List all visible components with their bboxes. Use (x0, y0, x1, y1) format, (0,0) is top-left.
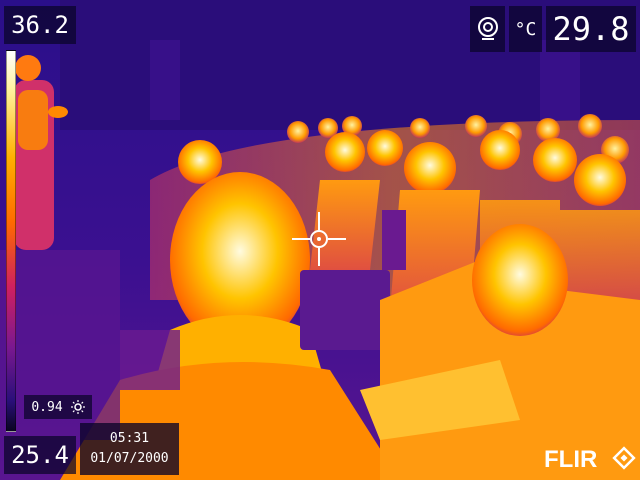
flir-logo-text: FLIR (544, 446, 597, 473)
temperature-unit: °C (509, 6, 542, 52)
flir-mark-icon (612, 446, 636, 470)
time-text: 05:31 (109, 431, 150, 446)
spot-meter-crosshair-icon (292, 212, 346, 266)
min-temp-readout: 25.4 (4, 436, 76, 474)
time-date-readout: 05:31 01/07/2000 (80, 423, 179, 475)
spot-meter-icon (477, 17, 498, 40)
emissivity-value: 0.94 (31, 399, 63, 415)
spot-temp-readout: 29.8 (546, 6, 636, 52)
flir-logo: FLIR (544, 446, 636, 473)
sun-icon (70, 400, 85, 414)
max-temp-readout: 36.2 (4, 6, 76, 44)
date-text: 01/07/2000 (90, 451, 169, 466)
emissivity-readout: 0.94 (24, 395, 92, 419)
spot-meter-button[interactable] (470, 6, 505, 52)
temperature-scale-bar (6, 50, 16, 432)
